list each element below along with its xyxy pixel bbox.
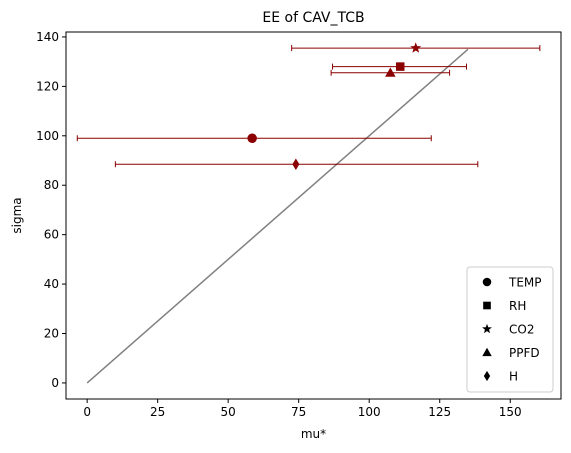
x-tick-label: 125 (428, 405, 451, 419)
chart-title: EE of CAV_TCB (262, 10, 364, 26)
legend-label-temp: TEMP (508, 276, 542, 290)
legend-marker-co2 (482, 323, 492, 334)
legend-label-ppfd: PPFD (509, 346, 540, 360)
point-h (292, 158, 300, 170)
plot-content (76, 42, 541, 384)
point-temp (247, 133, 257, 144)
series-ppfd (330, 67, 451, 77)
x-tick-label: 25 (150, 405, 165, 419)
series-temp (76, 133, 432, 144)
legend-label-rh: RH (509, 299, 526, 313)
y-tick-label: 20 (44, 327, 59, 341)
reference-line (86, 48, 469, 384)
series-rh (332, 62, 468, 71)
point-co2 (410, 42, 422, 53)
legend-marker-ppfd (482, 347, 492, 357)
series-co2 (291, 42, 541, 53)
legend: TEMP RH CO2 PPFD H (466, 266, 554, 393)
y-axis: 0 20 40 60 80 100 120 140 (36, 30, 66, 390)
legend-marker-h (483, 370, 491, 382)
y-tick-label: 40 (44, 277, 59, 291)
x-axis-title: mu* (301, 427, 326, 441)
legend-label-co2: CO2 (509, 323, 534, 337)
legend-marker-temp (482, 277, 492, 287)
point-ppfd (385, 67, 396, 77)
legend-label-h: H (509, 370, 518, 384)
y-tick-label: 100 (36, 129, 59, 143)
x-tick-label: 100 (358, 405, 381, 419)
x-tick-label: 150 (499, 405, 522, 419)
legend-marker-rh (483, 301, 491, 310)
x-tick-label: 0 (83, 405, 91, 419)
x-axis: 0 25 50 75 100 125 150 (83, 399, 522, 419)
series-h (114, 158, 479, 170)
x-tick-label: 75 (291, 405, 306, 419)
point-rh (395, 62, 405, 71)
y-tick-label: 0 (51, 376, 59, 390)
legend-box (466, 266, 554, 393)
y-tick-label: 80 (44, 178, 59, 192)
y-tick-label: 120 (36, 79, 59, 93)
x-tick-label: 50 (221, 405, 236, 419)
y-axis-title: sigma (10, 197, 24, 233)
plot-frame (65, 31, 562, 400)
y-tick-label: 60 (44, 228, 59, 242)
y-tick-label: 140 (36, 30, 59, 44)
